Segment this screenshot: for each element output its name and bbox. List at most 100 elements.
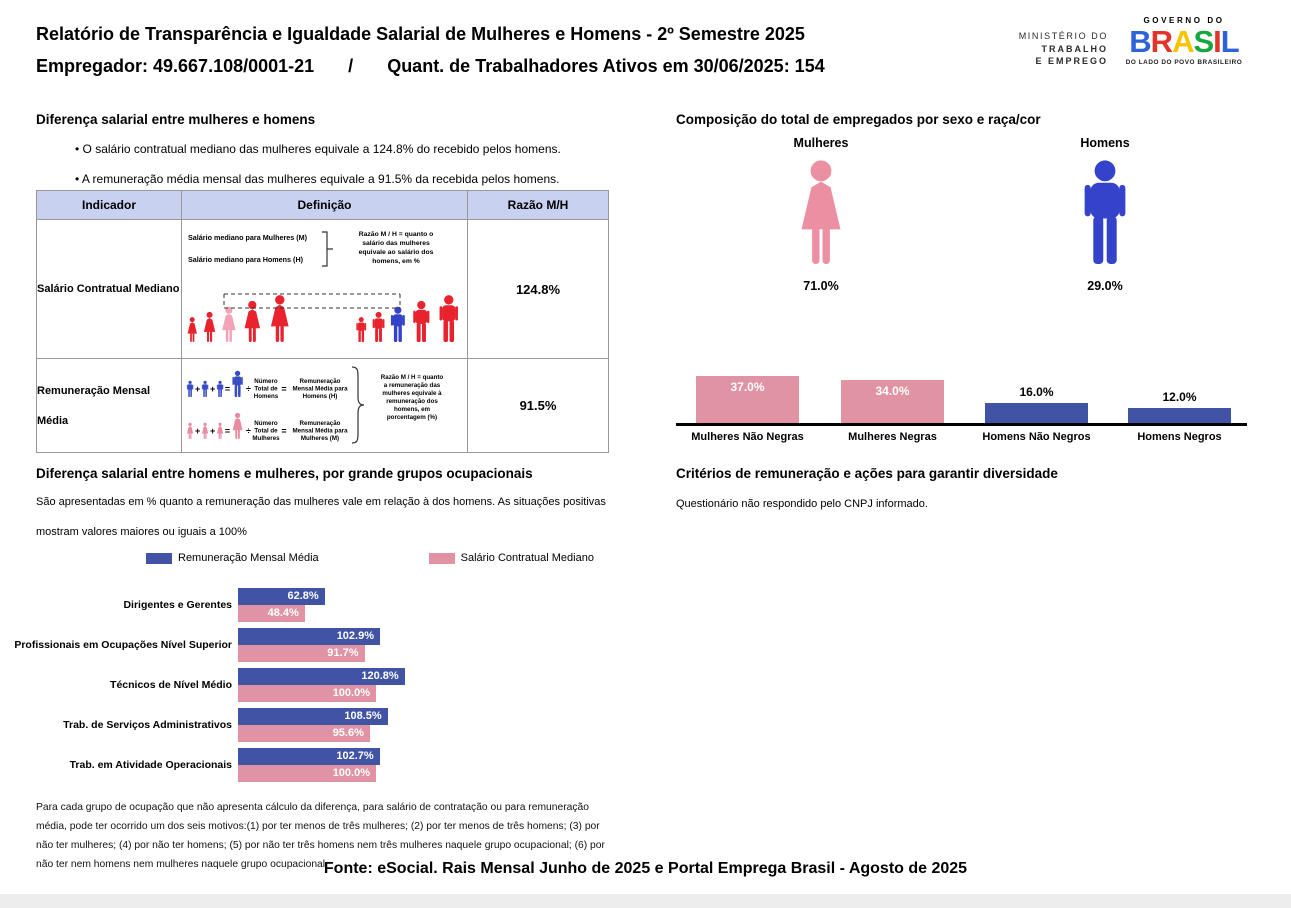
ratio-note-line: mulheres equivale à [382,390,442,397]
brasil-letter: S [1193,24,1214,59]
race-bar-category: Homens Não Negros [982,431,1091,443]
woman-pictogram [244,300,261,342]
row2-ratio-value: 91.5% [467,358,609,453]
woman-pictogram [203,311,216,342]
occupation-bar-value: 102.9% [336,630,374,642]
men-divisor-line: Total de [254,386,278,393]
salary-gap-bullet-1: • O salário contratual mediano das mulhe… [75,142,561,156]
women-divisor-line: Mulheres [252,435,280,442]
men-divisor-line: Homens [254,393,279,400]
men-result-line: Mensal Média para [292,386,348,393]
occupation-row: Profissionais em Ocupações Nível Superio… [14,628,626,662]
separator-slash: / [348,56,354,76]
occupation-bar-chart: Dirigentes e Gerentes 62.8% 48.4% Profissio… [14,588,626,788]
occupation-row-label: Profissionais em Ocupações Nível Superio… [14,639,232,651]
occupation-row: Trab. em Atividade Operacionais 102.7% 100… [36,748,626,782]
men-divisor-line: Número [254,378,278,385]
women-result-line: Mulheres (M) [301,435,339,442]
plus-operator: + [195,384,200,394]
women-percentage: 71.0% [803,279,839,293]
employer-cnpj: Empregador: 49.667.108/0001-21 [36,56,315,76]
page-title: Relatório de Transparência e Igualdade S… [36,24,805,44]
equals-operator: = [281,426,286,436]
row2-indicator-line2: Média [37,414,69,427]
ratio-note-line: porcentagem (%) [387,414,437,421]
legend-label-pink: Salário Contratual Mediano [460,552,594,564]
occupation-legend: Remuneração Mensal Média Salário Contrat… [36,552,594,564]
occupation-row-bars: 102.9% 91.7% [238,628,380,662]
man-pictogram [390,306,405,342]
men-percentage: 29.0% [1087,279,1123,293]
ratio-note-line: homens, em [394,406,431,413]
occupation-row-label: Dirigentes e Gerentes [123,599,232,611]
divide-operator: ÷ [246,384,251,394]
occupation-bar-value: 48.4% [267,607,299,619]
govbr-slogan: DO LADO DO POVO BRASILEIRO [1125,59,1243,66]
woman-pictogram-small [202,422,209,439]
row2-indicator-line1: Remuneração Mensal [37,384,151,397]
row1-ratio-value: 124.8% [467,219,609,359]
women-result-line: Remuneração [300,420,341,427]
governo-do-label: GOVERNO DO [1143,16,1225,25]
occupation-bar-value: 108.5% [344,710,382,722]
race-composition-chart: 37.0% Mulheres Não Negras 34.0% Mulheres Ne… [676,360,1247,455]
occupation-bar-median: 100.0% [238,765,376,782]
legend-swatch-pink [428,552,455,564]
brasil-letter: R [1150,24,1173,59]
occupation-bar-value: 102.7% [336,750,374,762]
occupation-footnote: Para cada grupo de ocupação que não apre… [36,802,605,870]
occupation-bar-value: 95.6% [332,727,364,739]
man-pictogram [372,311,385,342]
man-pictogram-small [201,380,209,397]
brasil-letter: L [1220,24,1240,59]
source-footer: Fonte: eSocial. Rais Mensal Junho de 202… [323,860,968,877]
occupation-bar-value: 62.8% [287,590,319,602]
occupation-subtext-1: São apresentadas em % quanto a remuneraç… [36,496,606,508]
brasil-letter: A [1172,24,1194,59]
salary-gap-bullet-2: • A remuneração média mensal das mulhere… [75,172,560,186]
occupation-bar-mean: 62.8% [238,588,325,605]
indicator-table: Indicador Definição Razão M/H Salário Co… [36,190,609,453]
ratio-note-line: homens, em % [372,258,420,265]
bracket-icon [322,231,333,267]
women-group-label: Mulheres [793,136,849,150]
bottom-strip [0,894,1291,908]
occupation-row: Técnicos de Nível Médio 120.8% 100.0% [36,668,626,702]
ministry-logo: MINISTÉRIO DO TRABALHO E EMPREGO [988,30,1108,68]
equals-operator: = [281,384,286,394]
table-header-razao: Razão M/H [467,190,609,220]
plus-operator: + [210,426,215,436]
legend-item-blue: Remuneração Mensal Média [146,552,319,564]
occupation-row-label: Trab. de Serviços Administrativos [63,719,232,731]
median-men-label: Salário mediano para Homens (H) [188,255,304,264]
ratio-note-line: salário das mulheres [362,240,430,247]
men-result-line: Remuneração [300,378,341,385]
brasil-letter: B [1129,24,1151,59]
occupation-row-bars: 62.8% 48.4% [238,588,325,622]
race-bar-category: Homens Negros [1137,431,1222,443]
brasil-wordmark: BRASIL [1120,25,1248,59]
plus-operator: + [195,426,200,436]
race-bar [1128,407,1231,423]
race-bar-category: Mulheres Negras [848,431,937,443]
diversity-text: Questionário não respondido pelo CNPJ in… [676,498,928,510]
active-workers-count: Quant. de Trabalhadores Ativos em 30/06/… [387,56,825,76]
composition-heading: Composição do total de empregados por se… [676,112,1041,127]
occupation-bar-mean: 120.8% [238,668,405,685]
man-pictogram [356,317,367,342]
occupation-bar-median: 91.7% [238,645,365,662]
ratio-note-line: Razão M / H = quanto o [359,231,434,238]
row2-indicator: Remuneração Mensal Média [36,358,182,453]
divide-operator: ÷ [246,426,251,436]
mean-remuneration-diagram: + + = ÷ Número Total de Homens = Remuner… [186,366,443,444]
plus-operator: + [210,384,215,394]
woman-pictogram [270,295,289,342]
woman-pictogram-small [187,422,194,439]
table-header-indicador: Indicador [36,190,182,220]
occupation-bar-median: 48.4% [238,605,305,622]
occupation-bar-median: 95.6% [238,725,370,742]
occupation-bar-value: 100.0% [332,687,370,699]
occupation-bar-mean: 102.7% [238,748,380,765]
woman-pictogram [187,317,197,342]
median-dashed-lines [223,293,401,309]
